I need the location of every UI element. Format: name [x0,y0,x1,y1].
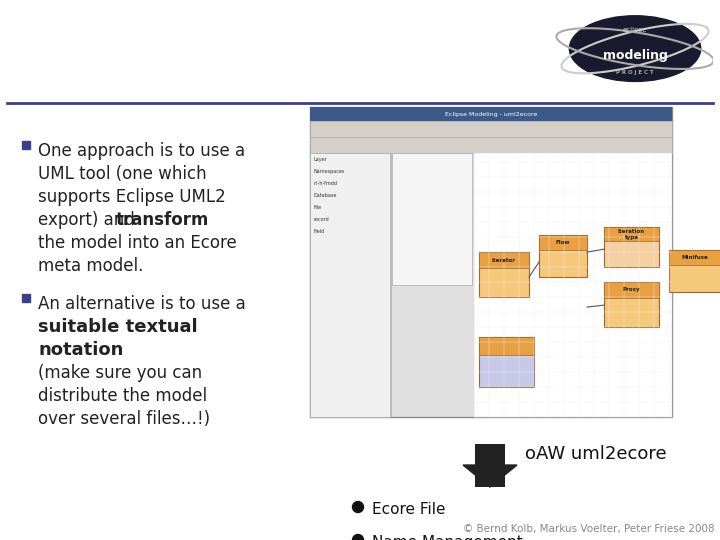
Text: over several files…!): over several files…!) [38,410,210,428]
Bar [22,141,30,149]
Bar [479,252,529,297]
Text: Creating the metamodel II: Creating the metamodel II [29,39,480,68]
Circle shape [570,16,701,82]
Bar [669,250,720,265]
Text: Layer: Layer [314,157,328,162]
Text: eclipse: eclipse [623,26,647,32]
Bar [392,153,472,285]
Text: File: File [314,205,322,210]
Text: P R O J E C T: P R O J E C T [616,70,654,75]
Circle shape [353,535,364,540]
Text: Database: Database [314,193,338,198]
Bar [604,282,659,298]
Text: Namespaces: Namespaces [314,169,346,174]
Bar [310,107,672,121]
Text: modeling: modeling [603,49,667,62]
Bar [604,227,659,267]
Bar [475,444,505,487]
Polygon shape [463,465,517,487]
Text: supports Eclipse UML2: supports Eclipse UML2 [38,188,226,206]
Circle shape [353,502,364,512]
Text: Field: Field [314,229,325,234]
Text: meta model.: meta model. [38,257,143,275]
Bar [539,235,587,277]
Bar [310,137,672,153]
Text: Eclipse Modeling - uml2ecore: Eclipse Modeling - uml2ecore [445,112,537,117]
Text: Minifuse: Minifuse [682,255,708,260]
Text: Flow: Flow [556,240,570,245]
Bar [479,337,534,387]
Text: export) and: export) and [38,211,140,229]
Bar [310,107,672,417]
Bar [390,153,392,417]
Bar [539,235,587,250]
Bar [604,282,659,327]
Bar [479,252,529,268]
Text: Iterator: Iterator [492,258,516,262]
Text: Proxy: Proxy [623,287,640,293]
Bar [310,153,390,417]
Text: record: record [314,217,330,222]
Text: the model into an Ecore: the model into an Ecore [38,234,237,252]
Text: transform: transform [116,211,210,229]
Text: nl-h-fmdd: nl-h-fmdd [314,181,338,186]
Text: (make sure you can: (make sure you can [38,364,202,382]
Bar [310,121,672,137]
Text: UML tool (one which: UML tool (one which [38,165,207,183]
Text: distribute the model: distribute the model [38,387,207,405]
Bar [604,227,659,241]
Bar [22,294,30,302]
Text: © Bernd Kolb, Markus Voelter, Peter Friese 2008: © Bernd Kolb, Markus Voelter, Peter Frie… [464,524,715,534]
Bar [474,153,672,417]
Text: notation: notation [38,341,123,359]
Text: Ecore File: Ecore File [372,502,446,517]
Bar [479,337,534,355]
Text: An alternative is to use a: An alternative is to use a [38,295,246,313]
Text: suitable textual: suitable textual [38,318,197,336]
Bar [669,250,720,292]
Text: One approach is to use a: One approach is to use a [38,142,245,160]
Text: Iteration
type: Iteration type [618,229,645,240]
Text: Name Management
(qualified, namespaces): Name Management (qualified, namespaces) [372,535,556,540]
Text: oAW uml2ecore: oAW uml2ecore [525,445,667,463]
